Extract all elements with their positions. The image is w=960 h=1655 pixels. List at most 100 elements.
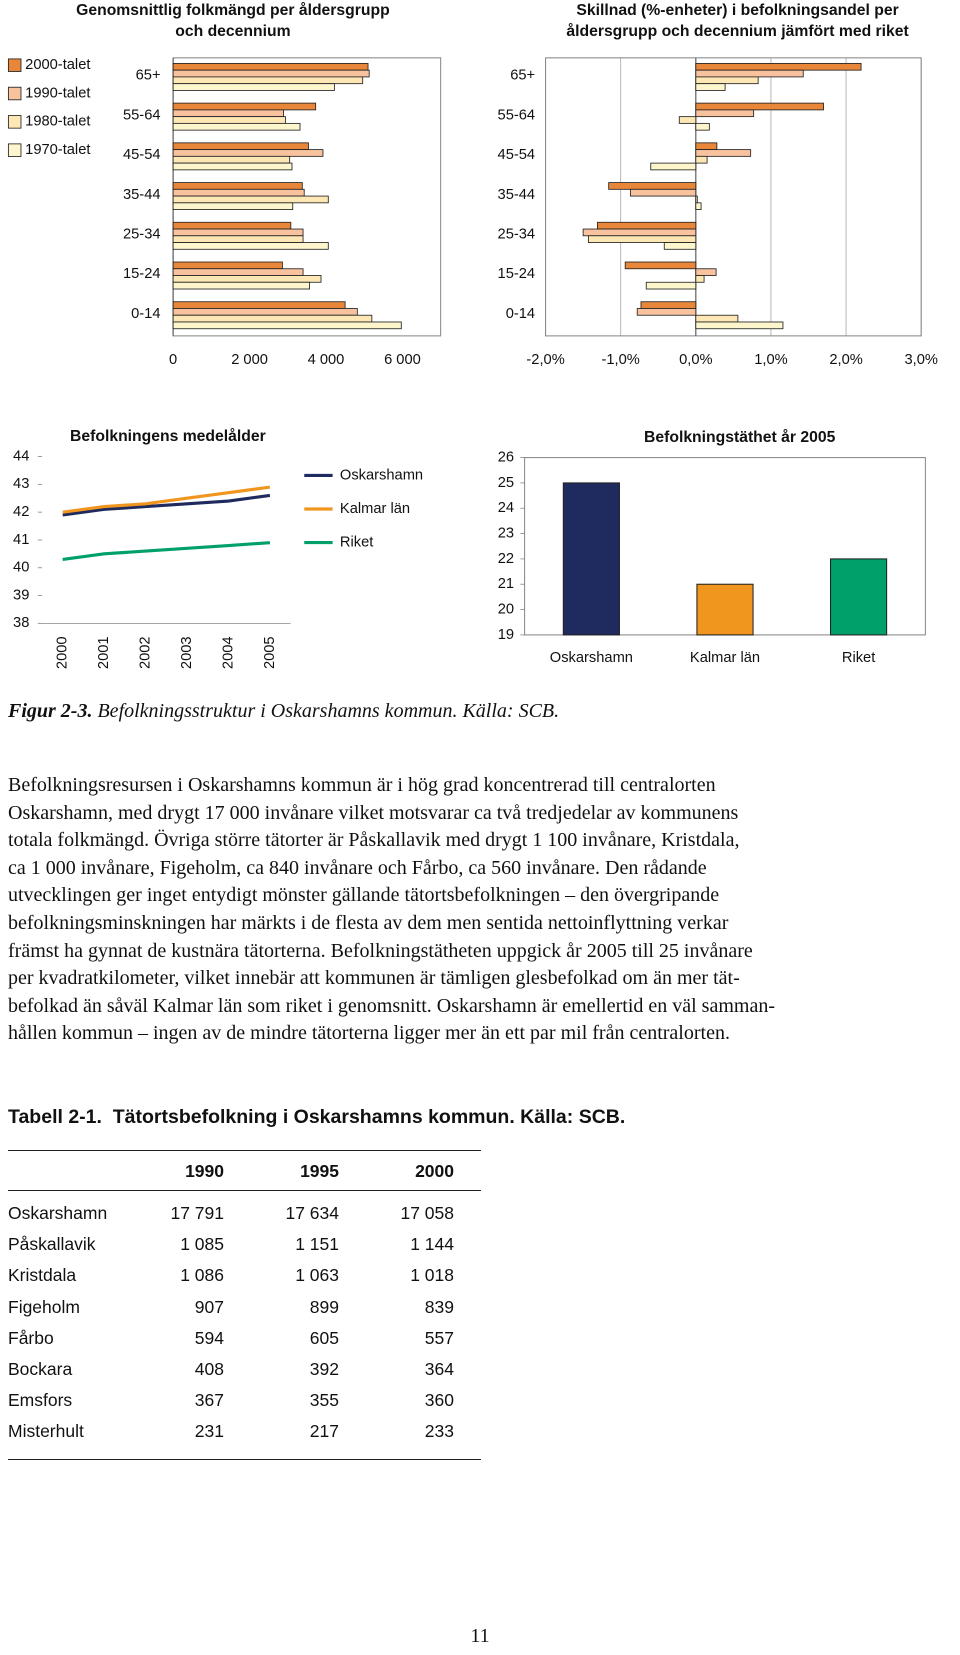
bar [172, 102, 317, 111]
bar [172, 122, 301, 131]
paragraph-line: Befolkningsresursen i Oskarshamns kommun… [8, 774, 716, 796]
bar [172, 76, 364, 85]
x-tick-label: Kalmar län [690, 650, 760, 666]
y-tick-label: 55-64 [498, 107, 536, 123]
x-tick-label: 0 [169, 352, 177, 368]
bar [695, 202, 702, 210]
y-tick-label: 26 [498, 449, 514, 465]
bar [172, 261, 283, 270]
bar [172, 221, 292, 230]
legend-swatch [7, 86, 22, 101]
bar [695, 122, 710, 131]
y-tick-label: 65+ [136, 68, 161, 84]
y-tick-label: 25-34 [498, 226, 536, 242]
chart-title: Befolkningstäthet år 2005 [644, 428, 836, 446]
bar [172, 281, 310, 290]
x-tick-label: 2002 [137, 636, 153, 669]
caption-label: Figur 2-3. [8, 700, 93, 722]
y-tick-label: 22 [498, 551, 514, 567]
bar [695, 62, 862, 71]
table: 1990 1995 2000 Oskarshamn 17 791 17 634 17 058… [8, 1150, 481, 1460]
table-cell: 594 [194, 1327, 224, 1348]
bar [172, 155, 291, 164]
bar [695, 321, 784, 330]
bar [695, 275, 705, 283]
table-row: Fårbo 594 605 557 [8, 1322, 481, 1353]
x-tick-label: -2,0% [526, 352, 564, 368]
y-tick-label: 43 [13, 476, 29, 492]
line-series [62, 485, 271, 514]
paragraph-line: totala folkmängd. Övriga större tätorter… [8, 829, 740, 852]
x-tick-label: 1,0% [754, 352, 787, 368]
bar [172, 109, 284, 118]
legend-label: 2000-talet [25, 57, 90, 73]
bar [695, 155, 708, 164]
x-tick-label: -1,0% [602, 352, 640, 368]
table-row: Kristdala 1 086 1 063 1 018 [8, 1259, 481, 1290]
bar [636, 308, 697, 316]
plot-frame [545, 57, 922, 337]
paragraph-line: främst ha gynnat de kustnära tätorterna.… [8, 939, 753, 962]
table-cell: 17 634 [285, 1203, 339, 1223]
y-tick-label: 0-14 [506, 306, 535, 322]
bar [562, 482, 620, 636]
table-cell: 1 144 [410, 1234, 454, 1255]
x-tick-label: 2003 [179, 636, 195, 669]
bar [663, 242, 697, 250]
y-tick-label: 40 [13, 560, 29, 576]
bar [695, 76, 759, 85]
legend-label: 1990-talet [25, 85, 90, 101]
y-tick-label: 24 [498, 500, 514, 516]
bar [608, 182, 697, 190]
table-row: Bockara 408 392 364 [8, 1353, 481, 1384]
x-tick-label: 6 000 [384, 352, 421, 368]
table-cell: 1 018 [410, 1265, 454, 1286]
table-cell: 557 [424, 1327, 454, 1348]
legend-swatch [7, 58, 22, 72]
x-tick-label: 3,0% [904, 352, 937, 368]
column-header: 1995 [300, 1161, 339, 1181]
paragraph-line: ca 1 000 invånare, Figeholm, ca 840 invå… [8, 856, 707, 879]
table-cell: 17 791 [170, 1203, 224, 1223]
paragraph-line: utvecklingen ger inget entydigt mönster … [8, 884, 720, 907]
bar [645, 281, 697, 290]
legend-label: 1980-talet [25, 114, 90, 130]
y-tick-label: 38 [13, 615, 29, 631]
x-tick-label: 2001 [96, 636, 112, 669]
table-rule [8, 1447, 481, 1460]
row-label: Fårbo [8, 1327, 54, 1348]
table-cell: 899 [309, 1296, 339, 1317]
table-cell: 907 [194, 1296, 224, 1317]
legend-label: Oskarshamn [340, 467, 423, 483]
y-tick-label: 41 [13, 532, 29, 548]
y-tick-label: 23 [498, 525, 514, 541]
y-tick-label: 35-44 [123, 187, 161, 203]
legend-swatch [7, 143, 22, 157]
bar [172, 242, 329, 250]
bar [695, 268, 717, 276]
bar [172, 62, 369, 71]
bar [172, 69, 370, 78]
y-tick-label: 44 [13, 448, 29, 464]
y-tick-label: 55-64 [123, 107, 161, 123]
row-label: Emsfors [8, 1390, 73, 1411]
bar [172, 188, 305, 197]
table-cell: 233 [424, 1421, 454, 1442]
bar [172, 182, 303, 190]
table-row: Oskarshamn 17 791 17 634 17 058 [8, 1197, 481, 1228]
bar [678, 116, 697, 124]
bar [172, 195, 329, 204]
bar [596, 221, 697, 230]
table-cell: 605 [309, 1327, 339, 1348]
x-tick-label: 0,0% [679, 352, 712, 368]
y-tick-label: 15-24 [123, 266, 161, 282]
bar [695, 109, 755, 118]
paragraph-line: befolkad än såväl Kalmar län som riket i… [8, 994, 775, 1017]
x-tick-label: 2000 [55, 636, 71, 669]
table-cell: 364 [424, 1358, 454, 1379]
bar [172, 116, 286, 124]
bar [695, 314, 739, 323]
table-cell: 217 [309, 1421, 339, 1442]
row-label: Påskallavik [8, 1234, 96, 1255]
legend-label: Riket [340, 534, 373, 550]
